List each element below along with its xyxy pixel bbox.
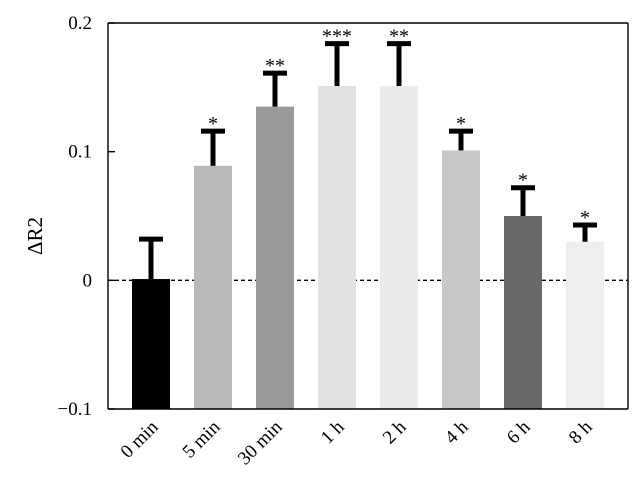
bar-6 [504, 216, 542, 409]
y-tick-label-3: 0.2 [68, 13, 92, 34]
y-ticks-group: −0.1 0 0.1 0.2 [58, 13, 115, 420]
significance-label-6: * [518, 170, 528, 192]
significance-label-2: ** [265, 55, 285, 77]
bars-group [132, 86, 604, 410]
category-label-5: 4 h [441, 416, 473, 448]
bar-3 [318, 86, 356, 410]
category-label-7: 8 h [565, 416, 597, 448]
x-labels-group: 0 min 5 min 30 min 1 h 2 h 4 h 6 h 8 h [117, 416, 597, 469]
category-label-0: 0 min [117, 416, 163, 462]
bar-1 [194, 165, 232, 409]
significance-label-1: * [208, 113, 218, 135]
error-bars-group [139, 41, 597, 280]
bar-4 [380, 86, 418, 410]
significance-labels-group: ****** ***** [208, 26, 590, 229]
y-axis-title: ΔR2 [23, 217, 47, 255]
category-label-4: 2 h [379, 416, 411, 448]
y-tick-label-1: 0 [83, 270, 93, 291]
y-tick-label-0: −0.1 [58, 399, 92, 420]
axes-group [107, 22, 629, 410]
y-tick-label-2: 0.1 [68, 142, 92, 163]
significance-label-4: ** [389, 26, 409, 48]
bar-5 [442, 150, 480, 409]
category-label-2: 30 min [234, 416, 287, 469]
significance-label-7: * [580, 207, 590, 229]
significance-label-5: * [456, 113, 466, 135]
category-label-6: 6 h [503, 416, 535, 448]
category-label-1: 5 min [179, 416, 225, 462]
bar-2 [256, 106, 294, 409]
bar-0 [132, 279, 170, 409]
bar-7 [566, 241, 604, 409]
category-label-3: 1 h [317, 416, 349, 448]
significance-label-3: *** [322, 26, 352, 48]
